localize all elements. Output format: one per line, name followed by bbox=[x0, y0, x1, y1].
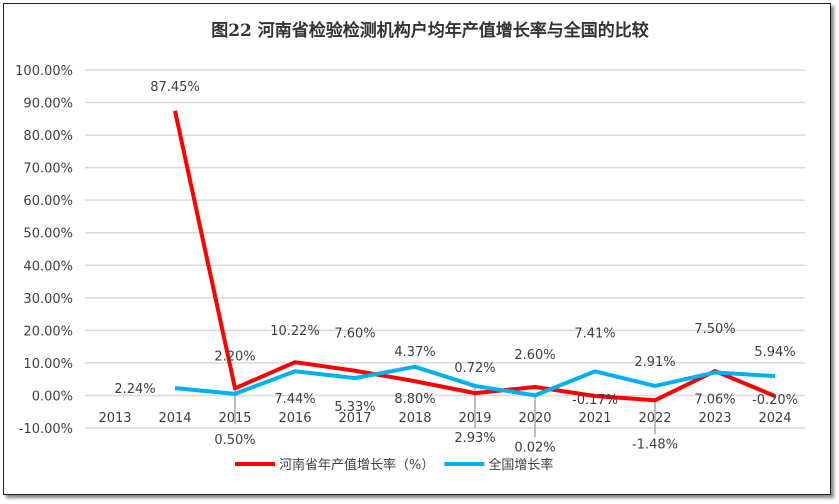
data-label: 8.80% bbox=[394, 392, 435, 407]
y-tick-label: 20.00% bbox=[23, 324, 73, 339]
data-label: 87.45% bbox=[150, 80, 200, 95]
data-label: 2.60% bbox=[514, 348, 555, 363]
data-label: 5.94% bbox=[754, 345, 795, 360]
series-line-0 bbox=[173, 110, 776, 403]
x-tick-label: 2017 bbox=[338, 411, 371, 426]
data-label: -0.17% bbox=[572, 393, 618, 408]
data-label: 5.33% bbox=[334, 400, 375, 415]
data-label: 2.20% bbox=[214, 349, 255, 364]
chart-title: 图22 河南省检验检测机构户均年产值增长率与全国的比较 bbox=[211, 20, 649, 41]
x-tick-label: 2024 bbox=[758, 411, 791, 426]
series-line-1 bbox=[174, 364, 776, 398]
y-tick-label: 60.00% bbox=[23, 194, 73, 209]
x-tick-label: 2018 bbox=[398, 411, 431, 426]
data-label: 2.24% bbox=[114, 382, 155, 397]
data-label: 7.06% bbox=[694, 392, 735, 407]
x-tick-label: 2013 bbox=[98, 411, 131, 426]
y-tick-label: 0.00% bbox=[32, 389, 73, 404]
y-tick-label: 50.00% bbox=[23, 227, 73, 242]
data-label: 4.37% bbox=[394, 345, 435, 360]
legend-label: 全国增长率 bbox=[488, 457, 553, 473]
data-label: 7.60% bbox=[334, 327, 375, 342]
y-tick-label: 30.00% bbox=[23, 292, 73, 307]
chart-frame bbox=[3, 3, 831, 495]
y-tick-label: -10.00% bbox=[19, 422, 73, 437]
x-tick-label: 2014 bbox=[158, 411, 191, 426]
x-tick-label: 2016 bbox=[278, 411, 311, 426]
data-label: 7.44% bbox=[274, 392, 315, 407]
y-tick-label: 90.00% bbox=[23, 97, 73, 112]
y-tick-label: 100.00% bbox=[15, 64, 73, 79]
legend-label: 河南省年产值增长率（%） bbox=[279, 457, 434, 473]
data-label: -1.48% bbox=[632, 437, 678, 452]
data-label: 0.50% bbox=[214, 433, 255, 448]
data-label: 0.02% bbox=[514, 440, 555, 455]
data-label: 2.91% bbox=[634, 355, 675, 370]
y-tick-label: 10.00% bbox=[23, 357, 73, 372]
y-tick-label: 40.00% bbox=[23, 259, 73, 274]
y-tick-label: 70.00% bbox=[23, 162, 73, 177]
data-label: 7.41% bbox=[574, 326, 615, 341]
x-tick-label: 2023 bbox=[698, 411, 731, 426]
data-label: 10.22% bbox=[270, 324, 320, 339]
y-tick-label: 80.00% bbox=[23, 129, 73, 144]
data-label: 0.72% bbox=[454, 361, 495, 376]
x-tick-label: 2021 bbox=[578, 411, 611, 426]
data-label: 7.50% bbox=[694, 322, 735, 337]
data-label: 2.93% bbox=[454, 431, 495, 446]
data-label: -0.20% bbox=[752, 393, 798, 408]
